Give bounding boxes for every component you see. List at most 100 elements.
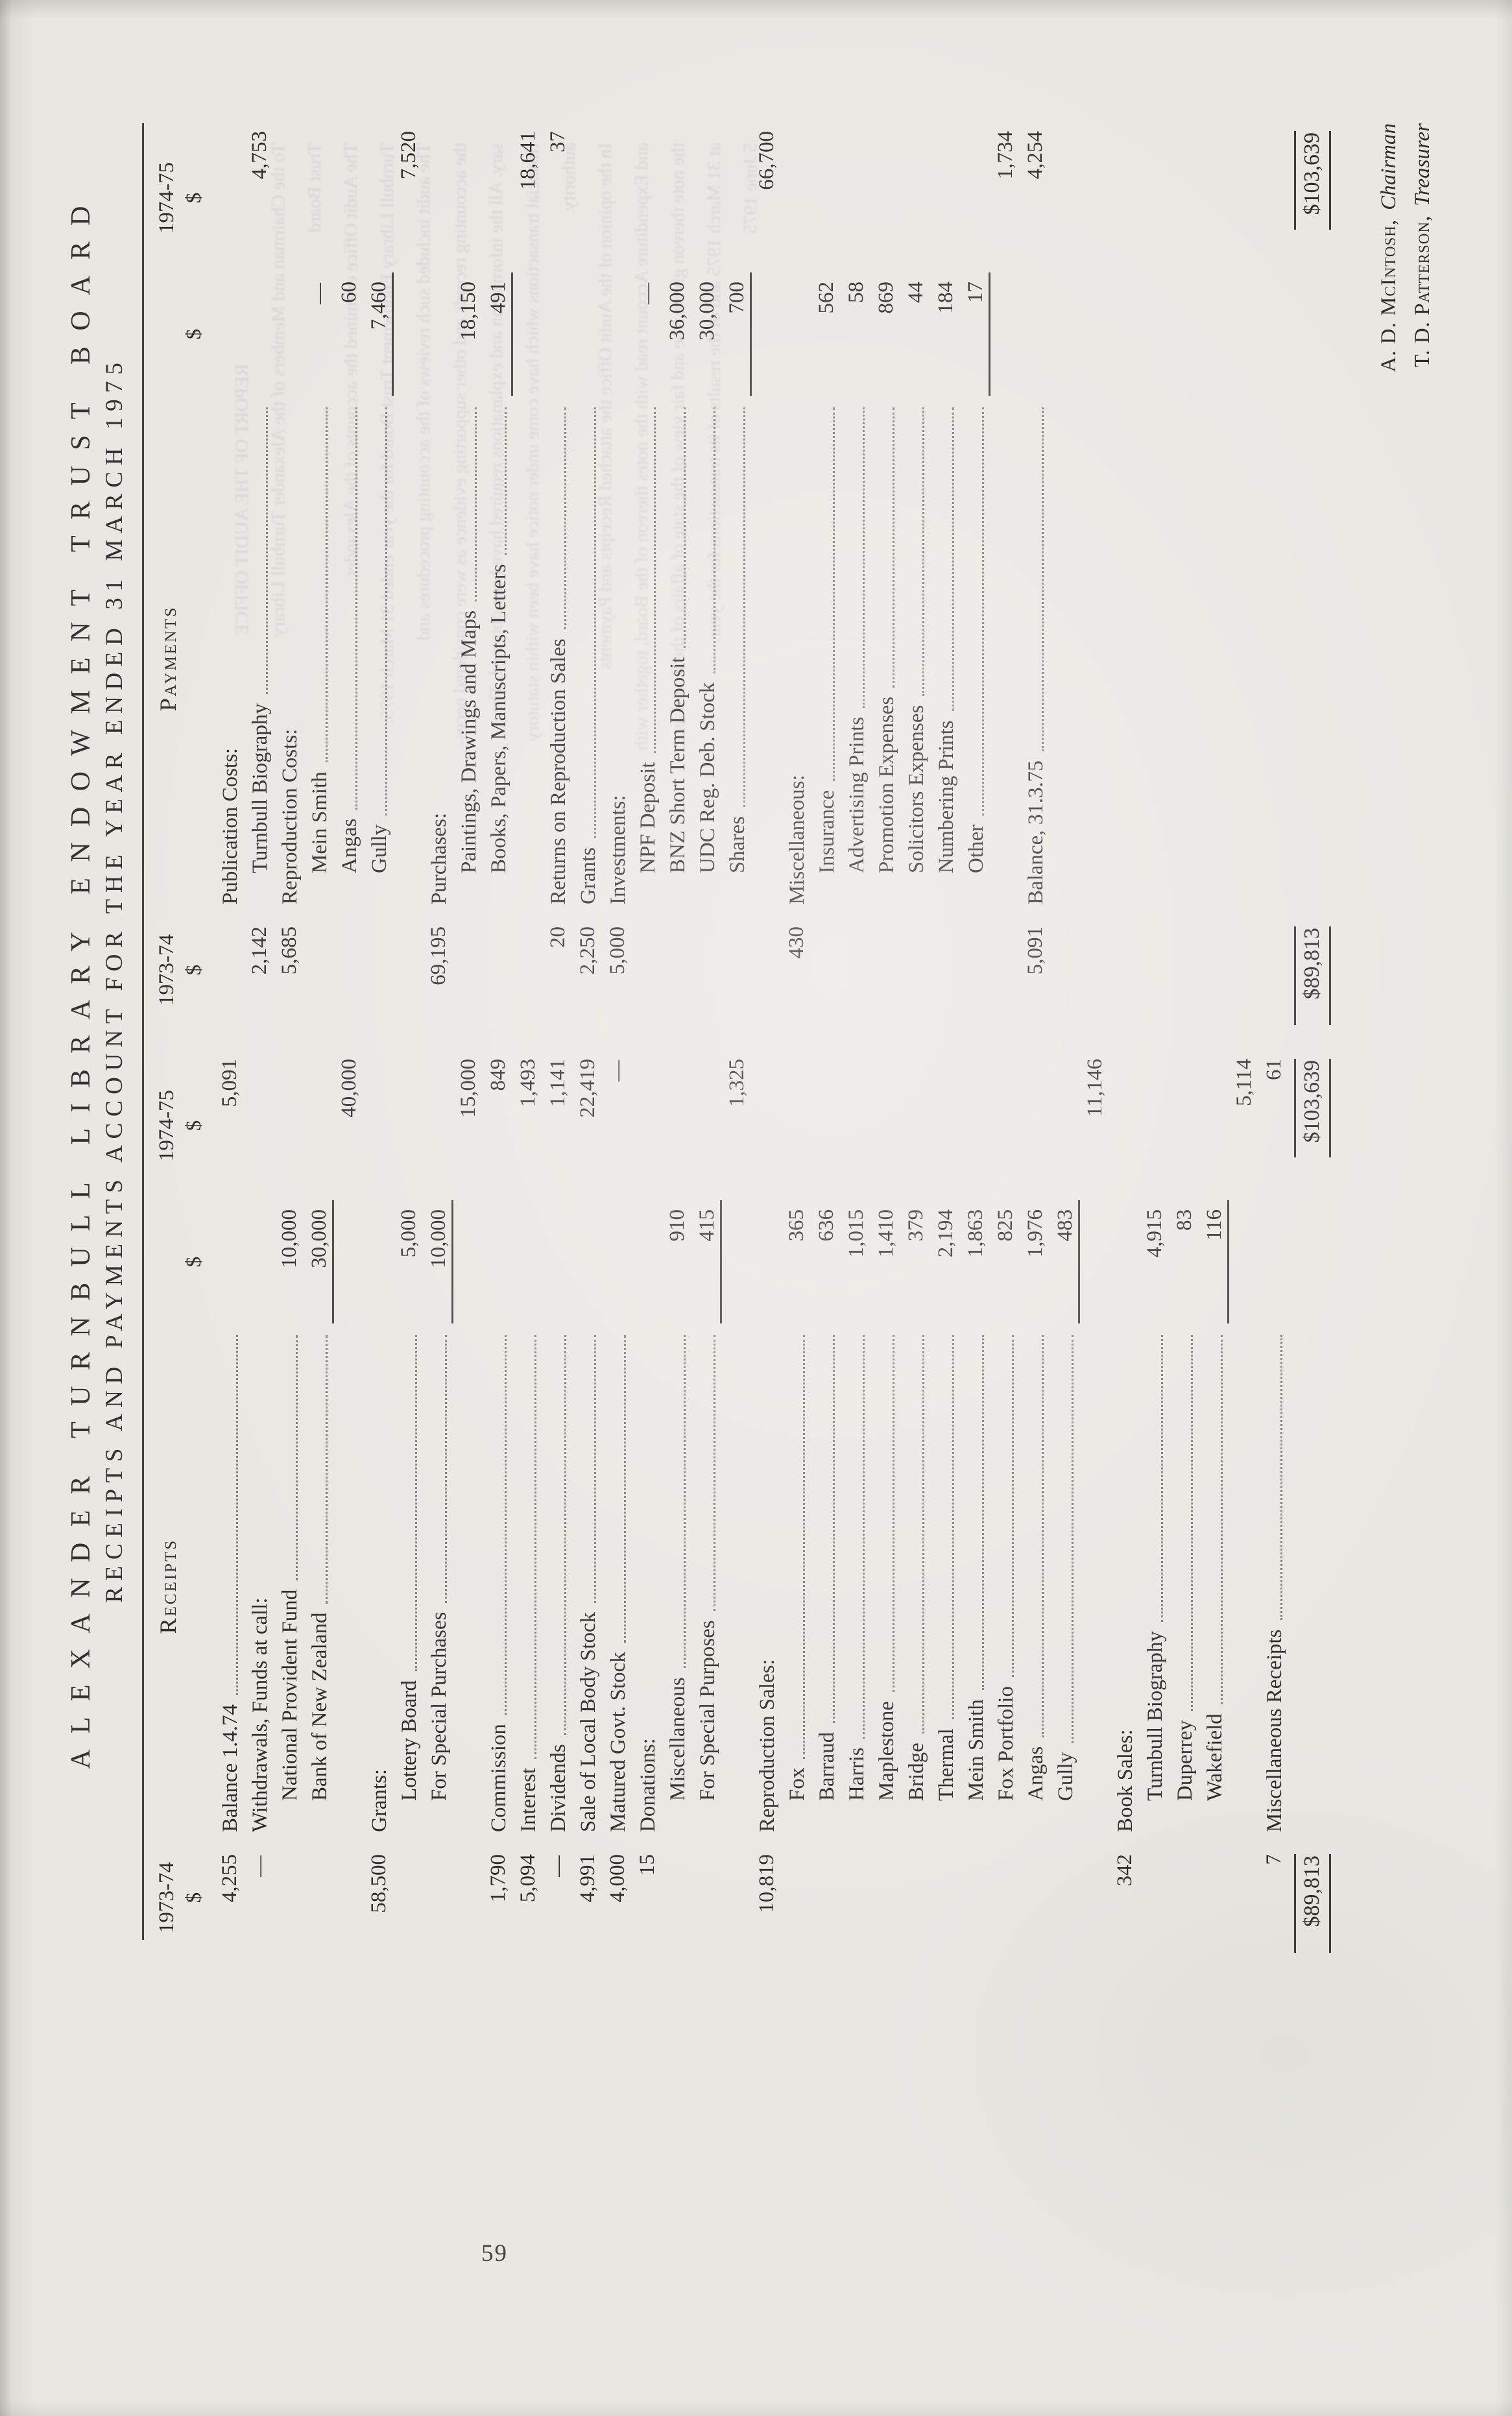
table-row: 4,255 Balance 1.4.74 5,091 [215,1051,245,1946]
year-total-amount [453,123,483,272]
table-row: Advertising Prints 58 [841,123,871,1019]
table-row: BNZ Short Term Deposit 36,000 [662,123,692,1019]
dotted-leader [743,407,745,808]
row-label [513,396,543,921]
dotted-leader [564,1335,566,1735]
row-label [453,1323,483,1849]
payments-cur-dollar: $ [182,192,206,204]
prev-year-amount: 5,685 [278,926,301,975]
prev-year-amount [752,921,782,1019]
row-label-text: Shares [726,816,749,873]
row-label: Purchases: [424,396,453,921]
prev-year-amount [871,1849,901,1946]
detail-amount [722,1200,752,1323]
receipts-rows: 4,255 Balance 1.4.74 5,091 — Withdrawals, Fu… [215,1051,1289,1946]
row-label: Miscellaneous Receipts [1259,1323,1289,1849]
payments-prev-year-header: 1973-74 [155,934,178,1006]
detail-amount: 60 [337,282,361,303]
row-label-text: For Special Purchases [427,1612,451,1801]
table-row: Fox Portfolio 825 [990,1051,1020,1946]
page-subtitle: RECEIPTS AND PAYMENTS ACCOUNT FOR THE YE… [101,356,128,1603]
subtotal-row: 40,000 [334,1051,364,1946]
detail-amount [245,272,274,396]
year-total-amount [901,123,931,272]
row-label-text: NPF Deposit [636,762,660,873]
detail-amount [573,272,603,396]
row-label: Advertising Prints [841,396,871,921]
dotted-leader [654,407,656,753]
row-label-text: Lottery Board [398,1680,421,1801]
dotted-leader [385,407,387,815]
year-total-amount [931,123,961,272]
row-label: For Special Purposes [692,1323,722,1849]
detail-amount [1229,1200,1259,1323]
detail-amount [782,272,811,396]
table-row: — Withdrawals, Funds at call: [245,1051,274,1946]
row-label [990,396,1020,921]
table-row: UDC Reg. Deb. Stock 30,000 [692,123,722,1019]
year-total-amount [692,123,722,272]
row-label: Withdrawals, Funds at call: [245,1323,274,1849]
dotted-leader [445,1335,447,1603]
payments-total-row: $89,813 $103,639 [1291,123,1333,1025]
prev-year-amount [304,921,334,1019]
receipts-prev-year-header: 1973-74 [155,1862,178,1933]
row-label-text: Duperrey [1173,1720,1197,1801]
row-label-text: Paintings, Drawings and Maps [457,610,481,873]
year-total-amount: 1,141 [546,1059,570,1107]
year-total-amount [573,123,603,272]
year-total-amount: 5,091 [218,1059,241,1107]
row-label: UDC Reg. Deb. Stock [692,396,722,921]
row-label: Mein Smith [304,396,334,921]
table-row: Publication Costs: [215,123,245,1019]
prev-year-amount: 4,255 [218,1854,241,1903]
prev-year-amount [483,921,513,1019]
table-row: Miscellaneous 910 [662,1051,692,1946]
detail-amount: 10,000 [424,1200,453,1323]
prev-year-amount [513,921,543,1019]
receipts-cur-year-header: 1974-75 [155,1090,178,1161]
detail-amount: 365 [785,1209,808,1242]
prev-year-amount [662,1849,692,1946]
row-label: For Special Purchases [424,1323,453,1849]
prev-year-amount [931,921,961,1019]
dotted-leader [803,1335,805,1759]
subtotal-row: 11,146 [1080,1051,1110,1946]
row-label-text: Maplestone [875,1701,898,1801]
dotted-leader [922,407,924,696]
dotted-leader [982,1335,984,1691]
row-label [394,396,424,921]
year-total-amount [901,1051,931,1200]
row-label: Gully [364,396,394,921]
row-label: Mein Smith [961,1323,990,1849]
detail-amount: 30,000 [695,282,719,341]
row-label: Bank of New Zealand [304,1323,334,1849]
page-title: ALEXANDER TURNBULL LIBRARY ENDOWMENT TRU… [66,190,96,1769]
row-label-text: Bridge [905,1743,928,1801]
payments-section: 1973-74 $ Payments $ 1974-75 $ Publicati… [152,123,1331,1025]
prev-year-amount: 430 [785,926,808,959]
dotted-leader [952,407,954,712]
year-total-amount [990,1051,1020,1200]
year-total-amount: 1,325 [725,1059,749,1107]
table-row: 5,094 Interest 1,493 [513,1051,543,1946]
detail-amount [513,272,543,396]
detail-amount [513,1200,543,1323]
year-total-amount [245,1051,274,1200]
prev-year-amount: 15 [636,1854,659,1876]
detail-amount [752,272,782,396]
table-row: 5,091 Balance, 31.3.75 4,254 [1020,123,1050,1019]
prev-year-amount [453,1849,483,1946]
detail-amount: 30,000 [304,1200,334,1323]
dotted-leader [326,1335,328,1604]
row-label: Interest [513,1323,543,1849]
year-total-amount [603,123,632,272]
detail-amount [1080,1200,1110,1323]
prev-year-amount [632,921,662,1019]
prev-year-amount [901,1849,931,1946]
prev-year-amount [841,921,871,1019]
detail-amount: 825 [994,1209,1017,1242]
year-total-amount [334,123,364,272]
year-total-amount [304,1051,334,1200]
